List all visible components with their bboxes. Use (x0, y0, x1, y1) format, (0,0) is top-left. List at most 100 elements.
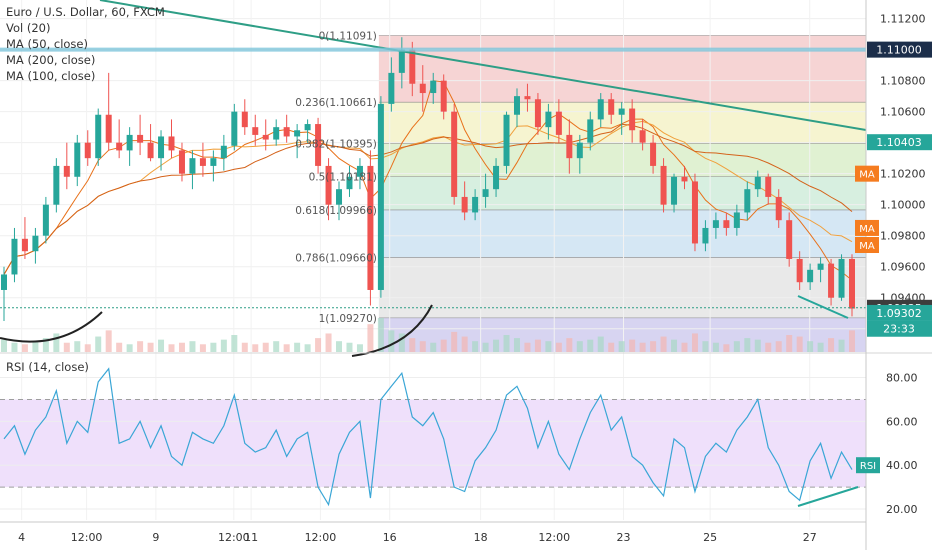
candle-body (650, 142, 657, 166)
candle-body (796, 258, 803, 283)
study-ma100[interactable]: MA (100, close) (6, 69, 96, 83)
price-tick-label: 1.09800 (880, 230, 926, 243)
candle-body (325, 165, 332, 205)
volume-bar (304, 344, 311, 352)
candle-body (493, 165, 500, 190)
ma-tags: MA MA MA (855, 165, 879, 254)
symbol-title[interactable]: Euro / U.S. Dollar, 60, FXCM (6, 5, 165, 19)
candle-body (398, 49, 405, 73)
rsi-axis[interactable]: 80.00 60.00 40.00 20.00 (886, 372, 918, 517)
candle-body (681, 176, 688, 182)
study-vol[interactable]: Vol (20) (6, 21, 51, 35)
price-tick-label: 1.10200 (880, 168, 926, 181)
candle-body (576, 142, 583, 159)
rsi-tick-label: 40.00 (886, 459, 918, 472)
fib-label: 0.382(1.10395) (295, 138, 377, 150)
volume-bar (650, 341, 657, 352)
candle-body (388, 72, 395, 104)
candle-body (294, 130, 301, 137)
candle-body (63, 165, 70, 177)
volume-bar (838, 339, 845, 352)
volume-bar (315, 338, 322, 352)
candle-body (147, 142, 154, 159)
price-tick-label: 1.11200 (880, 13, 926, 26)
volume-bar (524, 342, 531, 352)
candle-body (566, 134, 573, 159)
price-tick-label: 1.10000 (880, 199, 926, 212)
volume-bar (712, 342, 719, 352)
curve-right (351, 304, 433, 357)
candle-body (691, 181, 698, 244)
volume-bar (723, 344, 730, 352)
ma-tag-box (855, 237, 879, 254)
candle-body (744, 189, 751, 213)
candle-body (754, 176, 761, 190)
volume-bar (377, 318, 384, 352)
candle-body (419, 83, 426, 94)
candle-body (807, 269, 814, 283)
volume-bar (220, 339, 227, 352)
price-axis[interactable]: 1.112001.110001.108001.106001.104001.102… (880, 13, 926, 336)
volume-bar (639, 342, 646, 352)
candle-body (503, 114, 510, 166)
candle-body (765, 176, 772, 197)
study-ma50[interactable]: MA (50, close) (6, 37, 88, 51)
study-ma200[interactable]: MA (200, close) (6, 53, 96, 67)
volume-bar (419, 341, 426, 352)
fib-label: 0.786(1.09660) (295, 252, 377, 264)
fib-label: 0(1.11091) (319, 31, 377, 43)
candle-body (137, 134, 144, 143)
candle-body (262, 134, 269, 140)
candle-body (828, 263, 835, 298)
candle-body (555, 111, 562, 135)
volume-bar (1, 339, 7, 352)
volume-bar (691, 333, 698, 352)
volume-bar (199, 344, 206, 352)
volume-bar (21, 344, 28, 352)
volume-bar (597, 336, 604, 352)
candle-body (231, 111, 238, 146)
candles (1, 37, 855, 321)
candle-body (472, 196, 479, 213)
candle-body (21, 238, 28, 252)
volume-bar (210, 342, 217, 352)
volume-bar (252, 344, 259, 352)
fib-label: 0.618(1.09966) (295, 205, 377, 217)
candle-body (1, 274, 7, 290)
volume-bar (796, 336, 803, 352)
volume-bar (32, 341, 39, 352)
candle-body (105, 114, 112, 143)
fib-zone (378, 35, 866, 103)
volume-bar (388, 330, 395, 352)
volume-bar (42, 338, 49, 352)
candle-body (336, 189, 343, 205)
candle-body (786, 220, 793, 259)
volume-bar (587, 339, 594, 352)
volume-bar (618, 341, 625, 352)
candle-body (252, 127, 259, 135)
candle-body (11, 238, 18, 275)
rsi-tag: RSI (856, 457, 880, 474)
candle-body (534, 99, 541, 128)
volume-bar (482, 342, 489, 352)
volume-bar (545, 341, 552, 352)
volume-bar (440, 339, 447, 352)
rsi-tick-label: 60.00 (886, 415, 918, 428)
rsi-legend[interactable]: RSI (14, close) (6, 360, 89, 374)
moving-averages (3, 80, 853, 281)
volume-bar (409, 338, 416, 352)
candle-body (524, 96, 531, 100)
volume-bars (1, 318, 855, 352)
fib-label: 1(1.09270) (319, 313, 377, 325)
volume-bar (325, 333, 332, 352)
volume-bar (126, 344, 133, 352)
volume-bar (817, 342, 824, 352)
volume-bar (660, 336, 667, 352)
candle-body (702, 227, 709, 244)
volume-bar (262, 342, 269, 352)
candle-body (440, 80, 447, 112)
price-tag-box (867, 304, 932, 321)
